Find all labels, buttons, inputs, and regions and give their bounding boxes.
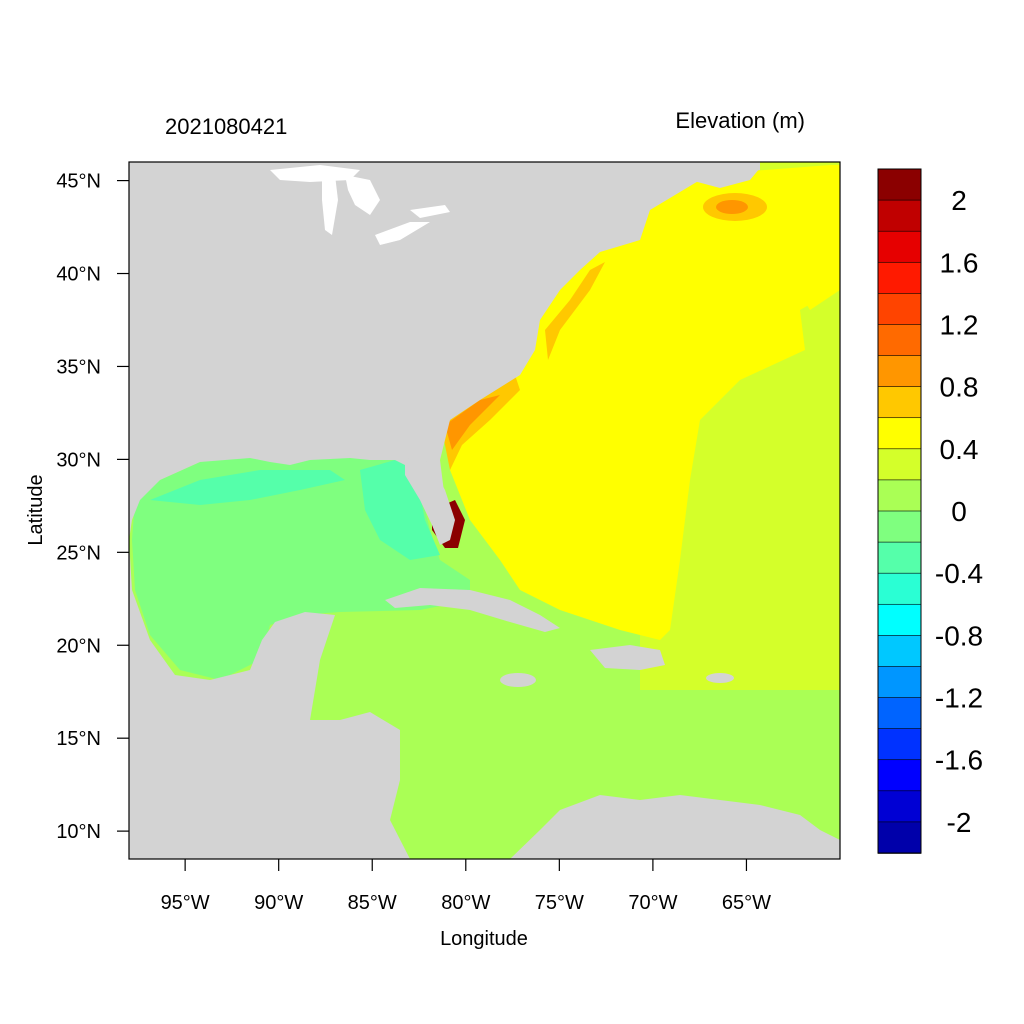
land-south-america: [510, 795, 840, 859]
colorbar-swatch: [877, 230, 922, 264]
colorbar-swatch: [877, 168, 922, 201]
gulf-north-shelf: [150, 470, 345, 505]
atlantic-region: [450, 170, 835, 640]
colorbar-swatch: [877, 821, 922, 854]
coast-orange-band: [440, 375, 520, 470]
lon-tick-label: 90°W: [254, 892, 303, 914]
gulf-of-maine-surge-core: [716, 200, 748, 214]
colorbar-swatch: [877, 417, 922, 450]
map-plot-area: [129, 162, 840, 859]
colorbar-swatch: [877, 666, 922, 699]
great-lake-ontario: [410, 205, 450, 218]
colorbar-label: -2: [947, 807, 972, 838]
lon-tick-label: 65°W: [722, 892, 771, 914]
colorbar-label: -1.2: [935, 683, 983, 714]
lat-tick-label: 25°N: [56, 542, 101, 564]
colorbar-label: -0.8: [935, 620, 983, 651]
colorbar-swatch: [877, 324, 922, 357]
colorbar-label: -1.6: [935, 745, 983, 776]
date-title: 2021080421: [165, 114, 287, 139]
land-puerto-rico: [706, 673, 734, 683]
colorbar-swatch: [877, 199, 922, 232]
lat-tick-label: 15°N: [56, 728, 101, 750]
lon-tick-label: 75°W: [535, 892, 584, 914]
land-jamaica: [500, 673, 536, 687]
gulf-east-region: [360, 460, 440, 560]
lon-tick-label: 70°W: [628, 892, 677, 914]
coast-dark-band: [445, 395, 500, 450]
colorbar-label: -0.4: [935, 558, 983, 589]
colorbar-swatch: [877, 728, 922, 761]
lat-tick-label: 45°N: [56, 171, 101, 193]
lon-tick-label: 95°W: [161, 892, 210, 914]
lon-tick-label: 85°W: [348, 892, 397, 914]
colorbar-swatch: [877, 510, 922, 543]
lat-tick-label: 40°N: [56, 264, 101, 286]
lat-tick-label: 30°N: [56, 449, 101, 471]
land-nova-scotia: [690, 168, 760, 188]
colorbar-swatch: [877, 448, 922, 481]
colorbar-swatch: [877, 541, 922, 574]
colorbar-swatch: [877, 386, 922, 419]
great-lake-superior: [270, 165, 360, 182]
colorbar-swatch: [877, 261, 922, 295]
colorbar-swatch: [877, 572, 922, 606]
land-hispaniola: [590, 645, 665, 670]
colorbar-label: 0.4: [940, 434, 979, 465]
y-axis-title: Latitude: [25, 474, 47, 545]
colorbar-label: 2: [951, 185, 967, 216]
great-lake-huron: [345, 175, 380, 215]
colorbar-label: 1.6: [940, 247, 979, 278]
colorbar-swatch: [877, 355, 922, 388]
lat-tick-label: 20°N: [56, 635, 101, 657]
colorbar-swatch: [877, 697, 922, 730]
colorbar-swatch: [877, 635, 922, 668]
colorbar-swatch: [877, 479, 922, 512]
colorbar-swatch: [877, 759, 922, 792]
colorbar-frame: [877, 168, 922, 854]
land-mexico-central-america: [129, 540, 410, 859]
colorbar-label: 0: [951, 496, 967, 527]
colorbar-label: 1.2: [940, 309, 979, 340]
land-florida: [405, 458, 455, 545]
variable-title: Elevation (m): [675, 108, 805, 133]
longitude-axis: 95°W 90°W 85°W 80°W 75°W 70°W 65°W: [161, 859, 771, 914]
lat-tick-label: 35°N: [56, 356, 101, 378]
latitude-axis: 45°N 40°N 35°N 30°N 25°N 20°N 15°N 10°N: [56, 171, 129, 843]
colorbar-swatch: [877, 603, 922, 637]
great-lake-erie: [375, 222, 430, 245]
great-lake-michigan: [322, 170, 338, 235]
x-axis-title: Longitude: [440, 928, 528, 950]
colorbar-swatch: [877, 790, 922, 823]
colorbar-swatch: [877, 293, 922, 326]
lat-tick-label: 10°N: [56, 821, 101, 843]
colorbar-label: 0.8: [940, 372, 979, 403]
colorbar: 2 1.6 1.2 0.8 0.4 0 -0.4 -0.8 -1.2 -1.6 -2: [877, 168, 983, 854]
land-cuba: [385, 588, 560, 632]
lon-tick-label: 80°W: [441, 892, 490, 914]
plot-frame: [128, 161, 841, 860]
land-north-america: [129, 162, 760, 540]
mid-atlantic-coast-band: [545, 262, 605, 360]
